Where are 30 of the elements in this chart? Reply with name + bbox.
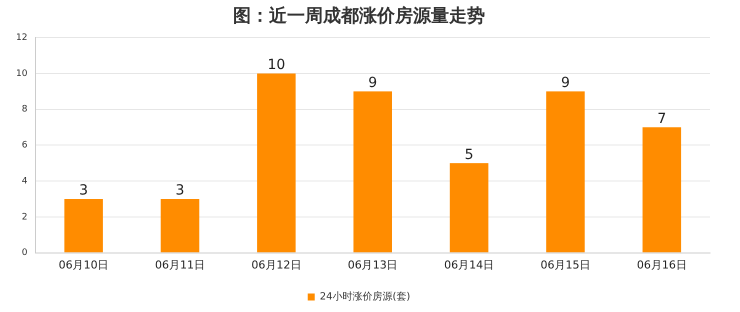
y-tick-label: 2	[22, 212, 28, 222]
data-label: 9	[560, 75, 570, 92]
x-tick-label: 06月16日	[636, 258, 687, 272]
bar	[160, 199, 200, 252]
y-tick-label: 4	[22, 176, 28, 186]
data-label: 7	[657, 110, 666, 127]
bar	[450, 163, 488, 252]
y-tick-label: 8	[22, 104, 28, 115]
bar	[642, 127, 682, 252]
bar	[546, 91, 585, 252]
data-label: 5	[464, 146, 474, 163]
x-tick-label: 06月11日	[155, 258, 205, 272]
chart-title: 图：近一周成都涨价房源量走势	[233, 5, 485, 26]
y-tick-label: 6	[22, 140, 28, 151]
y-tick-label: 12	[16, 32, 28, 43]
x-tick-label: 06月13日	[348, 258, 398, 272]
y-tick-label: 0	[22, 248, 28, 258]
x-tick-label: 06月12日	[251, 258, 302, 272]
data-label: 10	[267, 57, 286, 74]
bar	[257, 73, 296, 252]
y-tick-label: 10	[16, 68, 28, 79]
data-label: 3	[79, 182, 88, 199]
bar	[353, 91, 392, 252]
x-tick-label: 06月14日	[444, 258, 494, 272]
legend-label: 24小时涨价房源(套)	[320, 290, 410, 303]
x-tick-label: 06月15日	[540, 258, 590, 272]
data-label: 3	[176, 182, 184, 199]
bar	[64, 199, 103, 252]
data-label: 9	[368, 75, 378, 92]
x-tick-label: 06月10日	[58, 258, 109, 272]
